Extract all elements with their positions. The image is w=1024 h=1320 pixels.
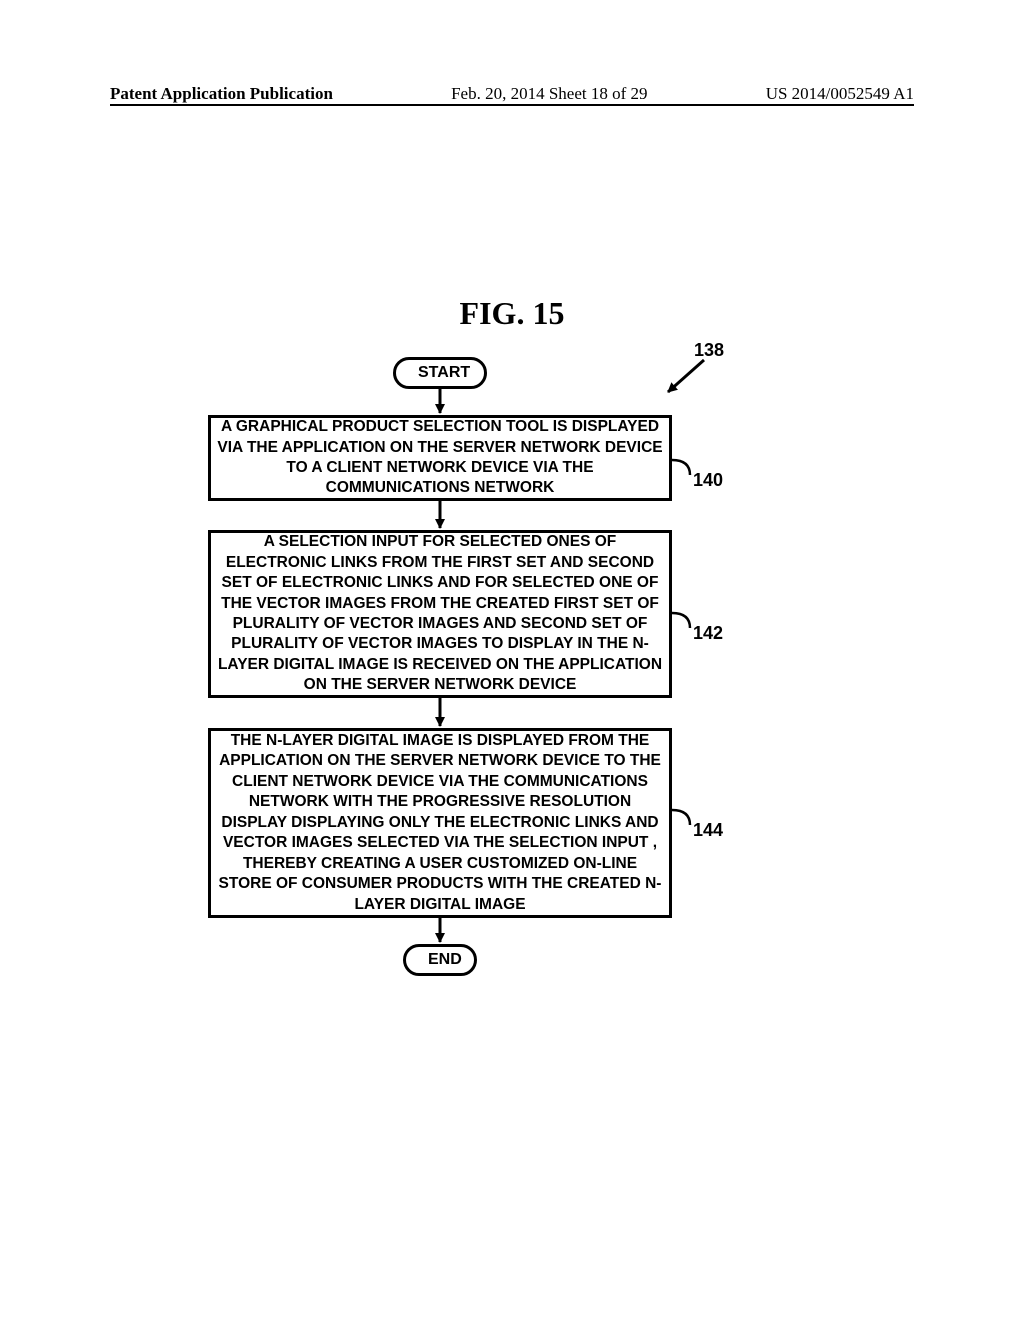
header-left: Patent Application Publication [110, 84, 333, 102]
flowchart-step-1: A GRAPHICAL PRODUCT SELECTION TOOL IS DI… [208, 415, 672, 501]
step1-text: A GRAPHICAL PRODUCT SELECTION TOOL IS DI… [217, 417, 663, 499]
header-center: Feb. 20, 2014 Sheet 18 of 29 [451, 84, 647, 102]
ref-140: 140 [693, 470, 723, 491]
end-label: END [428, 951, 462, 968]
flowchart-start-node: START [393, 357, 487, 389]
start-label: START [418, 364, 470, 381]
flowchart-end-node: END [403, 944, 477, 976]
flowchart-step-2: A SELECTION INPUT FOR SELECTED ONES OF E… [208, 530, 672, 698]
patent-page: Patent Application Publication Feb. 20, … [0, 0, 1024, 1320]
flowchart-step-3: THE N-LAYER DIGITAL IMAGE IS DISPLAYED F… [208, 728, 672, 918]
ref-144: 144 [693, 820, 723, 841]
step3-text: THE N-LAYER DIGITAL IMAGE IS DISPLAYED F… [217, 731, 663, 915]
page-header: Patent Application Publication Feb. 20, … [110, 84, 914, 106]
figure-title: FIG. 15 [0, 295, 1024, 332]
header-right: US 2014/0052549 A1 [766, 84, 914, 102]
ref-142: 142 [693, 623, 723, 644]
step2-text: A SELECTION INPUT FOR SELECTED ONES OF E… [217, 532, 663, 696]
ref-138: 138 [694, 340, 724, 361]
